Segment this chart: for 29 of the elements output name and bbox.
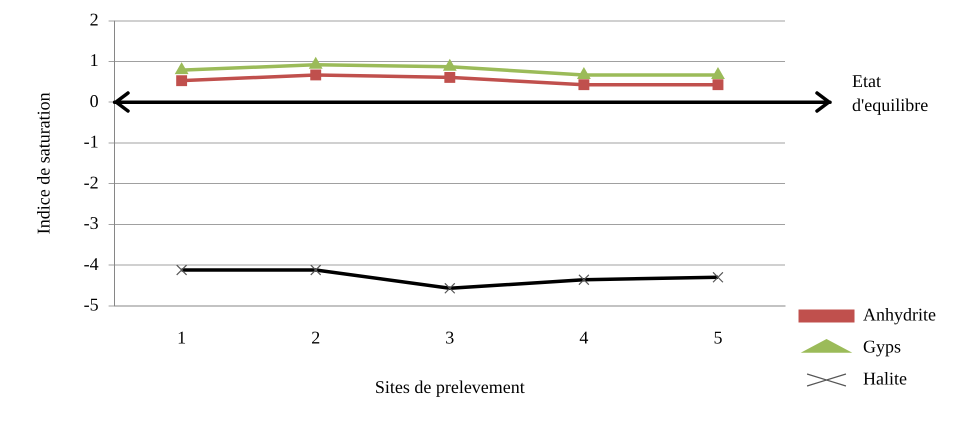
point [176,75,188,86]
point [175,62,188,74]
y-tick-label: 1 [90,50,99,70]
x-tick-label: 2 [311,327,320,348]
y-tick-label: -4 [84,254,99,274]
point [577,67,590,79]
x-tick-label: 3 [445,327,454,348]
y-axis-title: Indice de saturation [34,92,54,234]
x-axis-title: Sites de prelevement [374,376,525,397]
point [309,57,322,69]
x-tick-label: 4 [579,327,588,348]
ref-line-label: Etat d'equilibre [852,70,928,115]
legend-label: Halite [863,368,908,389]
point [443,59,456,71]
x-tick-label: 5 [713,327,722,348]
point [711,67,725,79]
y-tick-label: -5 [84,294,99,315]
legend-label: Anhydrite [863,304,936,325]
y-tick-label: -3 [84,213,99,234]
y-tick-label: 0 [90,90,99,111]
legend-label: Gyps [863,336,902,357]
point [310,70,322,80]
point [578,79,590,90]
y-tick-label: -2 [84,172,99,192]
y-tick-label: 2 [90,10,99,30]
y-tick-label: -1 [84,132,99,152]
x-tick-label: 1 [177,327,186,348]
point [712,79,724,90]
point [444,72,456,83]
